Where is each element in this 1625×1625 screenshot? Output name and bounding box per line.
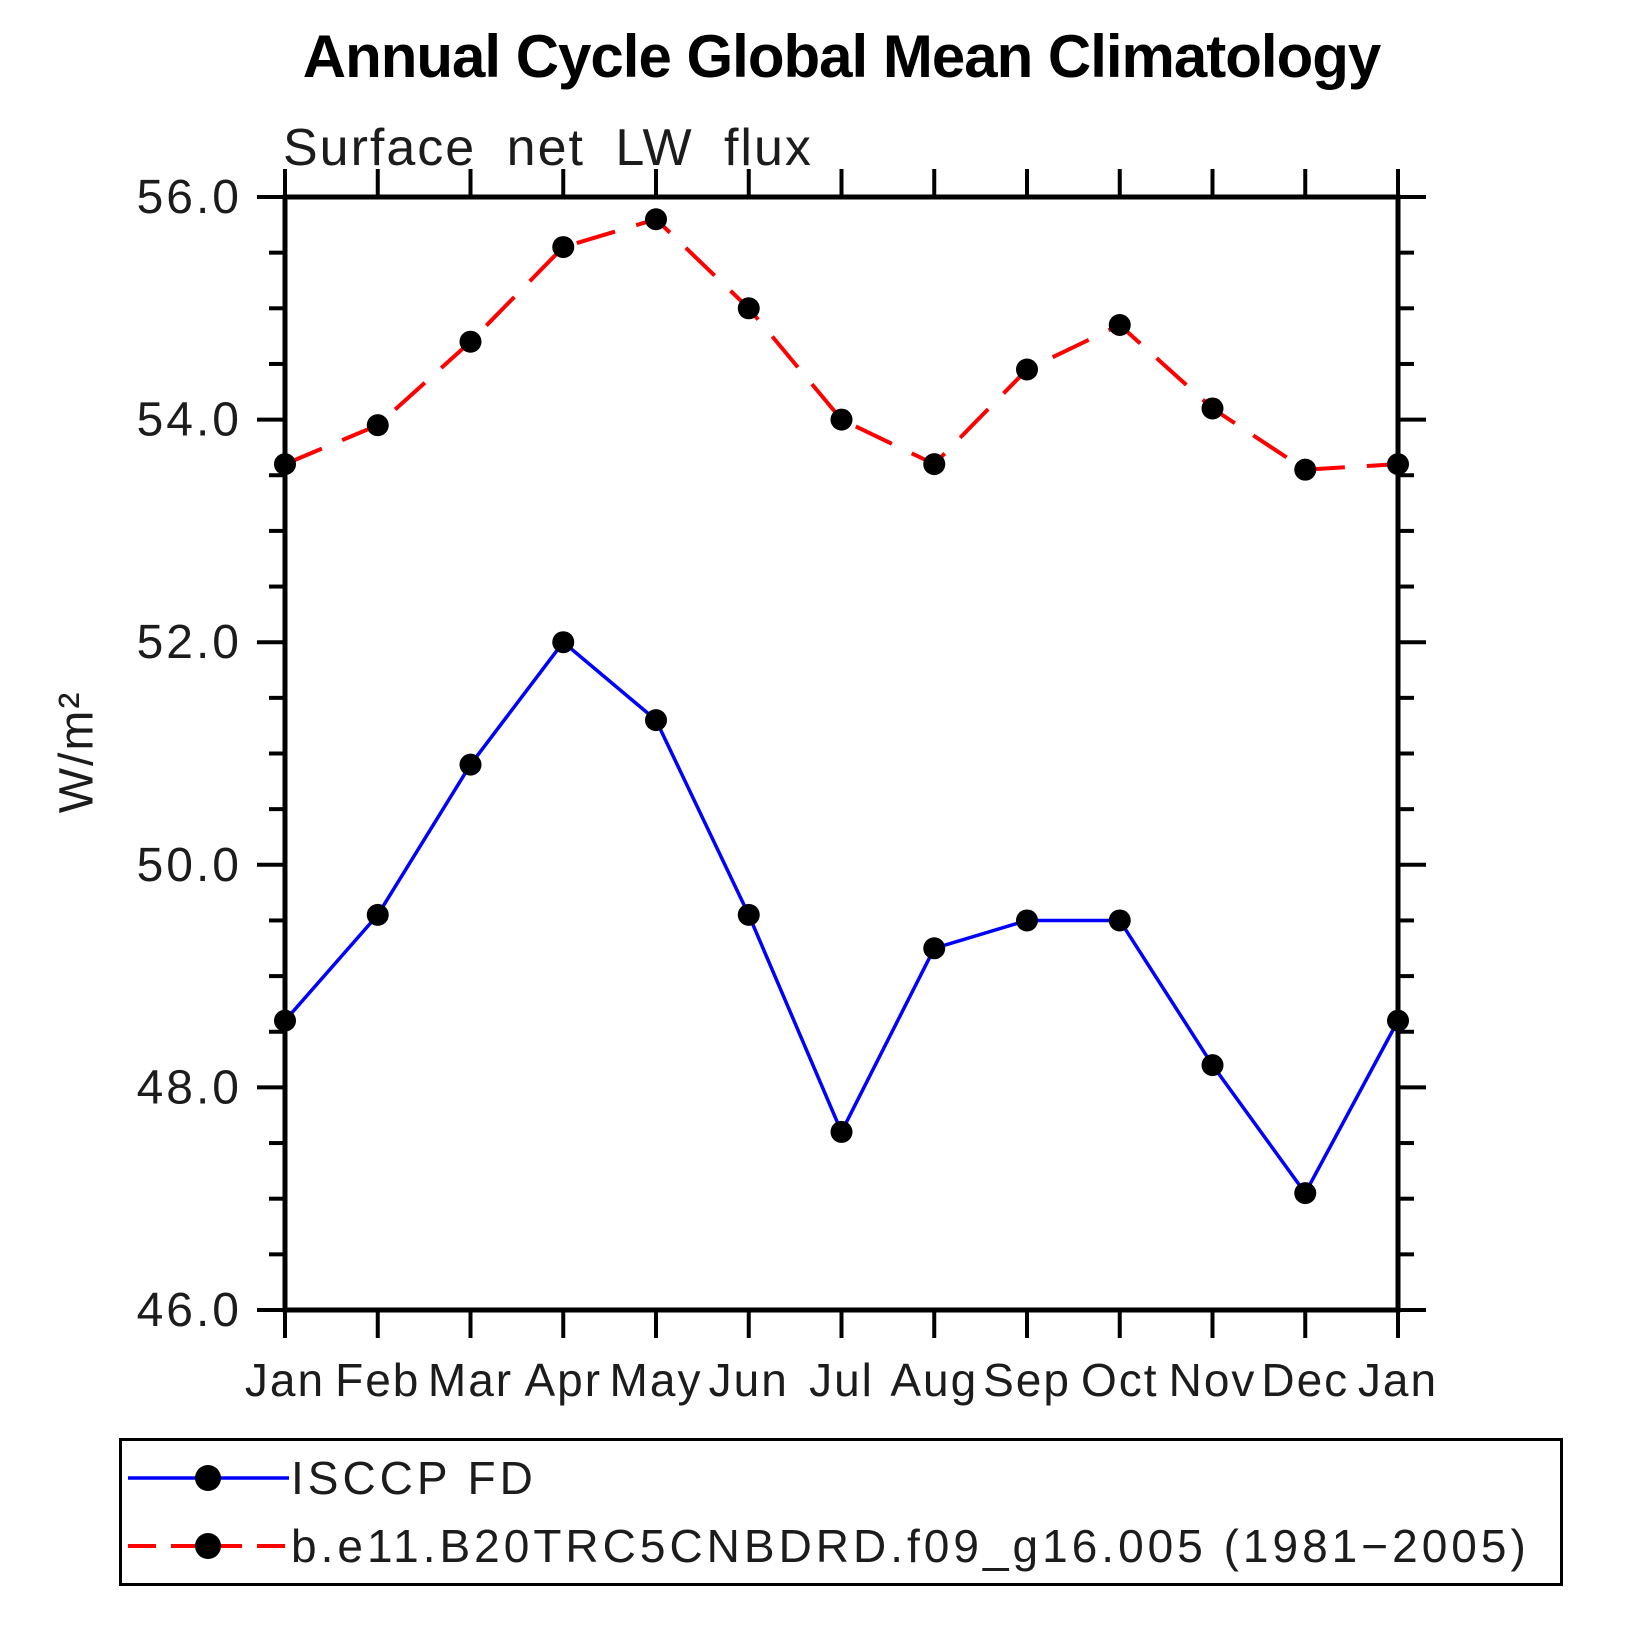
x-tick-label: Aug (890, 1354, 978, 1406)
data-point (552, 631, 575, 654)
data-point (1201, 397, 1224, 420)
y-tick-label: 46.0 (137, 1284, 242, 1337)
data-point (1108, 909, 1131, 932)
data-point (645, 709, 667, 732)
x-tick-label: Mar (428, 1354, 513, 1406)
data-point (923, 453, 946, 476)
x-tick-label: May (610, 1354, 703, 1406)
legend-line-sample (128, 1533, 289, 1559)
data-point (645, 208, 667, 231)
series-line-0 (283, 639, 1400, 1197)
x-tick-label: Jan (245, 1354, 325, 1406)
data-point (274, 1009, 296, 1032)
data-point (1387, 453, 1409, 476)
data-point (1016, 909, 1038, 932)
data-point (1294, 458, 1317, 481)
x-tick-label: Feb (335, 1354, 420, 1406)
data-point (552, 236, 575, 259)
data-point (366, 903, 389, 926)
legend: ISCCP FD b.e11.B20TRC5CNBDRD.f09_g16.005 … (119, 1438, 1563, 1586)
series-line-1 (284, 217, 1399, 472)
y-tick-label: 52.0 (137, 616, 242, 669)
x-tick-label: Dec (1261, 1354, 1349, 1406)
x-tick-label: Jan (1358, 1354, 1438, 1406)
x-tick-label: Sep (983, 1354, 1071, 1406)
data-point (1108, 313, 1131, 336)
data-point (1016, 358, 1038, 381)
y-tick-label: 54.0 (137, 394, 242, 447)
legend-item: b.e11.B20TRC5CNBDRD.f09_g16.005 (1981−20… (126, 1512, 1560, 1580)
data-point (366, 414, 389, 437)
data-point (923, 937, 946, 960)
y-tick-label: 50.0 (137, 839, 242, 892)
chart-title: Annual Cycle Global Mean Climatology (302, 23, 1382, 90)
legend-marker (195, 1533, 221, 1559)
data-point (830, 408, 853, 431)
x-tick-label: Jul (809, 1354, 874, 1406)
legend-item: ISCCP FD (126, 1444, 1560, 1512)
axis-frame (282, 194, 1401, 1313)
x-tick-label: Nov (1169, 1354, 1257, 1406)
chart-subtitle: Surface net LW flux (283, 119, 813, 177)
data-point (1294, 1182, 1317, 1205)
data-point (1201, 1054, 1224, 1077)
y-tick-label: 48.0 (137, 1061, 242, 1114)
data-point (459, 753, 482, 776)
y-tick-label: 56.0 (137, 171, 242, 224)
legend-line-sample (128, 1465, 289, 1491)
legend-marker (195, 1465, 221, 1491)
data-point (830, 1120, 853, 1143)
data-point (459, 330, 482, 353)
data-point (737, 297, 760, 320)
legend-label: b.e11.B20TRC5CNBDRD.f09_g16.005 (1981−20… (291, 1520, 1530, 1572)
x-tick-label: Jun (709, 1354, 789, 1406)
data-point (274, 453, 296, 476)
data-point (737, 903, 760, 926)
data-point (1387, 1009, 1409, 1032)
x-tick-label: Oct (1081, 1354, 1159, 1406)
legend-label: ISCCP FD (291, 1452, 537, 1504)
x-tick-label: Apr (524, 1354, 602, 1406)
